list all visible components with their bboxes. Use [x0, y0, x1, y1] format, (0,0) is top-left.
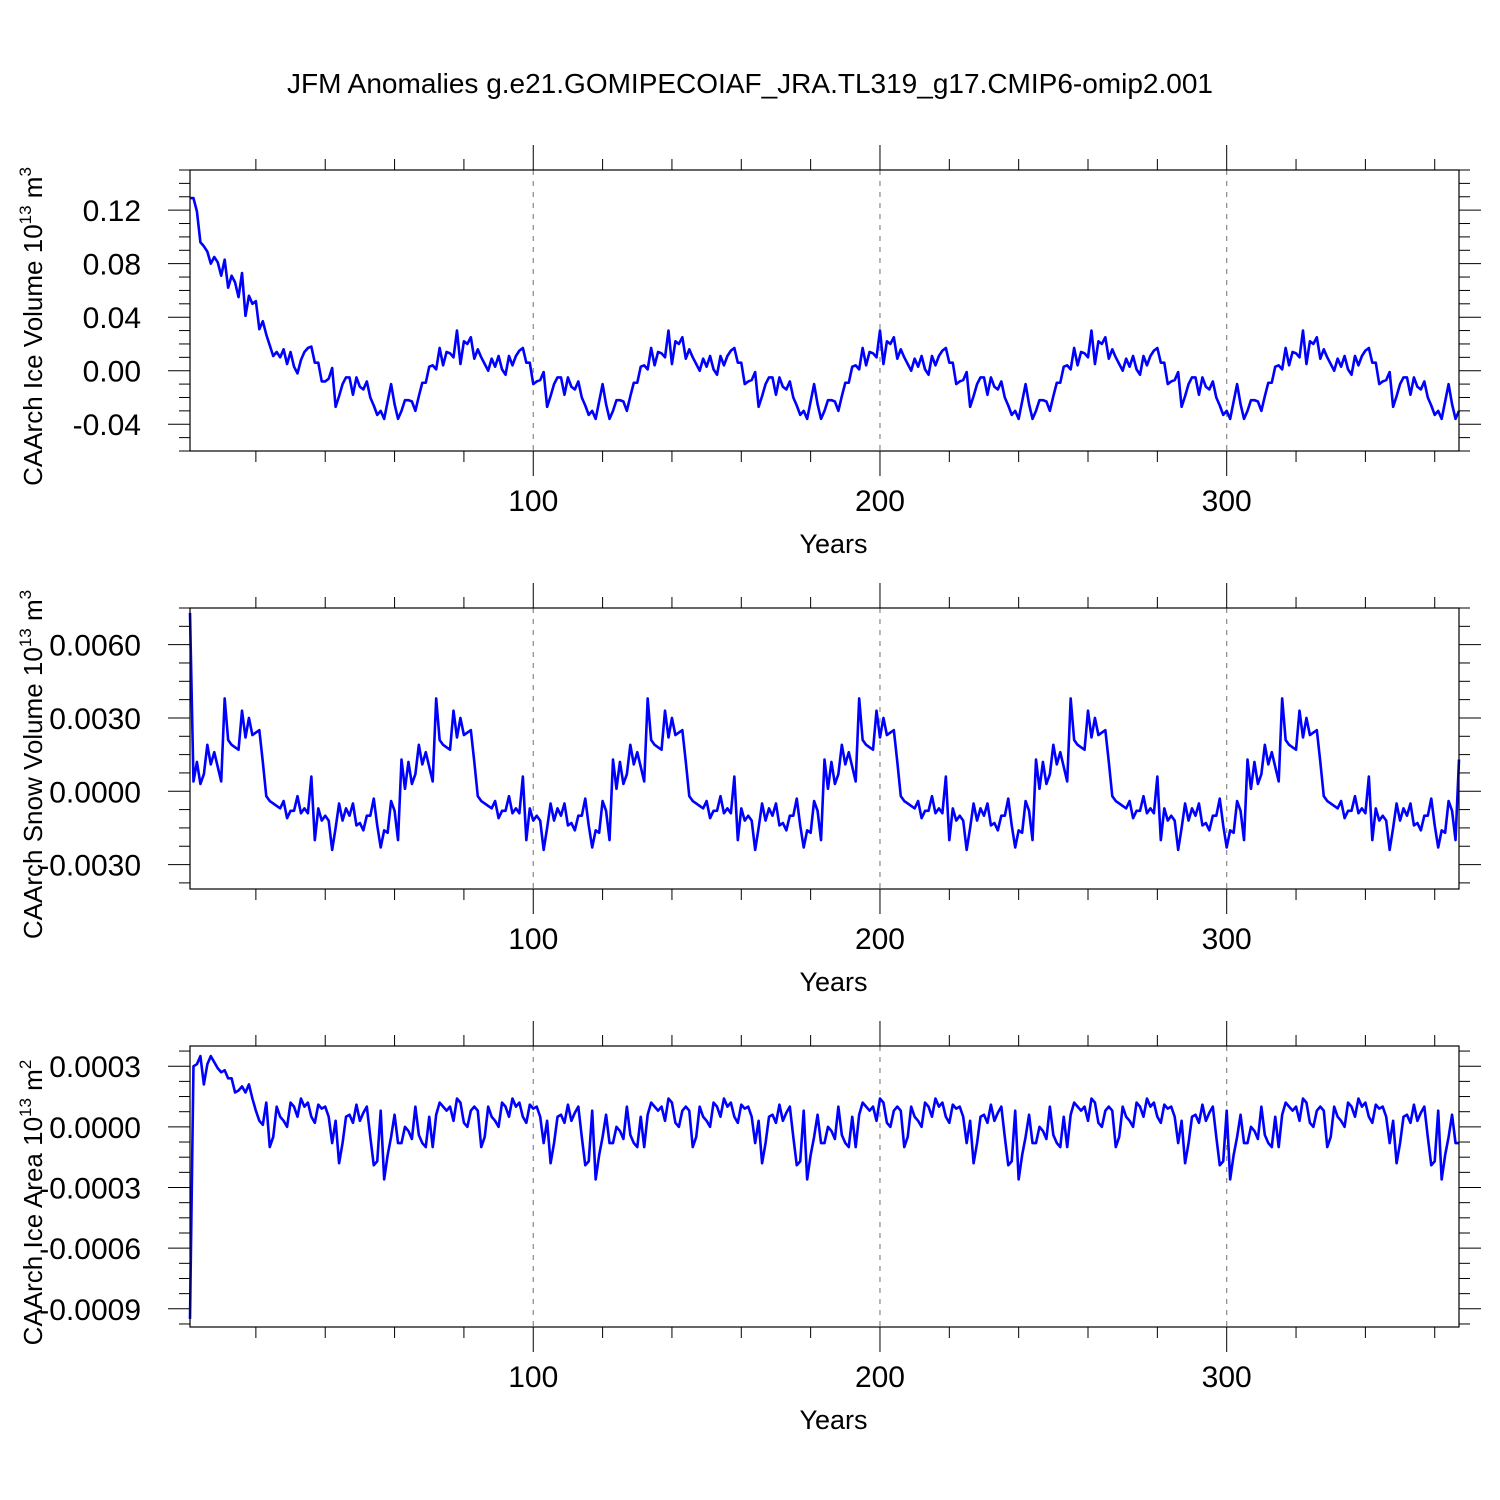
ice-volume-x-tick-label: 200 [855, 485, 905, 518]
ice-area-x-axis-label: Years [799, 1405, 867, 1435]
ice-volume-x-tick-label: 300 [1202, 485, 1252, 518]
ice-area-y-tick-label: 0.0003 [49, 1051, 141, 1084]
snow-volume-y-tick-label: 0.0000 [49, 776, 141, 809]
ice-area-y-tick-label: -0.0003 [39, 1173, 141, 1206]
ice-volume-y-axis-label: CAArch Ice Volume 1013 m3 [16, 167, 48, 486]
panel-ice-area-ticks: -0.0009 -0.0006 -0.0003 0.0000 0.0003 100 200 3… [39, 1021, 1481, 1394]
ice-area-y-tick-label: 0.0000 [49, 1112, 141, 1145]
ice-area-series-line [188, 1054, 1459, 1319]
ice-volume-y-tick-label: -0.04 [73, 409, 141, 442]
ice-area-y-axis-label: CAArch Ice Area 1013 m2 [16, 1060, 48, 1346]
ice-area-x-tick-label: 100 [508, 1361, 558, 1394]
snow-volume-series-line [188, 612, 1461, 852]
snow-volume-x-tick-label: 300 [1202, 923, 1252, 956]
figure-title: JFM Anomalies g.e21.GOMIPECOIAF_JRA.TL31… [287, 68, 1213, 99]
ice-area-y-tick-label: -0.0006 [39, 1233, 141, 1266]
panel-ice-area-gridlines [532, 1046, 1228, 1327]
panel-ice-volume-frame [189, 169, 1460, 452]
ice-volume-y-tick-label: 0.12 [83, 195, 141, 228]
ice-volume-x-tick-label: 100 [508, 485, 558, 518]
ice-volume-y-tick-label: 0.08 [83, 249, 141, 282]
ice-volume-series-line [190, 196, 1461, 421]
ice-area-x-tick-label: 200 [855, 1361, 905, 1394]
snow-volume-y-tick-label: 0.0060 [49, 630, 141, 663]
ice-volume-y-tick-label: 0.00 [83, 356, 141, 389]
ice-area-y-tick-label: -0.0009 [39, 1294, 141, 1327]
ice-volume-y-tick-label: 0.04 [83, 302, 141, 335]
panel-snow-volume-ticks: -0.0030 0.0000 0.0030 0.0060 100 200 300 [39, 583, 1481, 956]
panel-snow-volume-frame [189, 607, 1460, 890]
panel-ice-volume-gridlines [532, 170, 1228, 451]
panel-ice-volume-ticks: -0.04 0.00 0.04 0.08 0.12 100 200 300 [73, 145, 1481, 518]
ice-volume-x-axis-label: Years [799, 529, 867, 559]
snow-volume-x-axis-label: Years [799, 967, 867, 997]
snow-volume-y-axis-label: CAArch Snow Volume 1013 m3 [16, 590, 48, 939]
snow-volume-x-tick-label: 100 [508, 923, 558, 956]
snow-volume-y-tick-label: -0.0030 [39, 850, 141, 883]
ice-area-x-tick-label: 300 [1202, 1361, 1252, 1394]
snow-volume-x-tick-label: 200 [855, 923, 905, 956]
panel-ice-area-frame [189, 1045, 1460, 1328]
snow-volume-y-tick-label: 0.0030 [49, 703, 141, 736]
